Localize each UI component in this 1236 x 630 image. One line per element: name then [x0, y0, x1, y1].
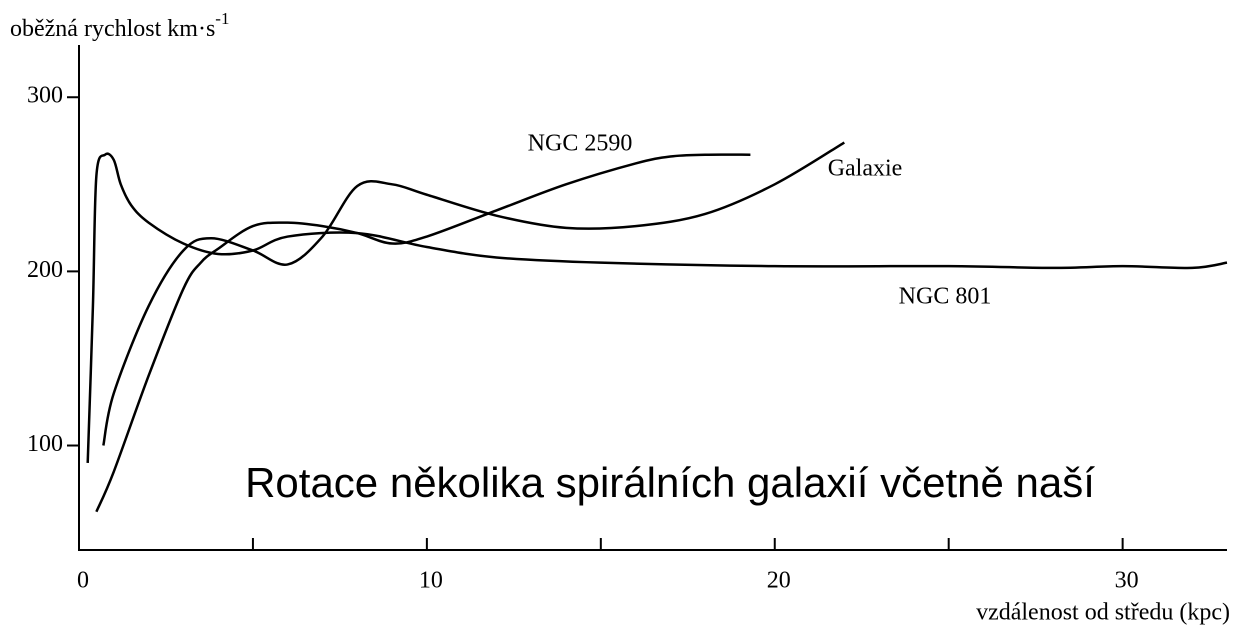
x-tick-label: 30	[1115, 568, 1139, 594]
curve	[95, 153, 751, 513]
y-tick-label: 200	[27, 257, 63, 283]
y-tick-label: 100	[27, 431, 63, 457]
curve	[102, 141, 845, 446]
x-tick-label: 20	[767, 568, 791, 594]
y-label-text: oběžná rychlost km·s	[10, 16, 215, 42]
x-tick-label: 10	[419, 568, 443, 594]
y-tick-label: 300	[27, 83, 63, 109]
y-axis-label: oběžná rychlost km·s-1	[10, 9, 229, 42]
series-label: Galaxie	[828, 156, 903, 182]
y-label-superscript: -1	[215, 9, 229, 28]
x-axis-label: vzdálenost od středu (kpc)	[976, 600, 1230, 626]
chart-title: Rotace několika spirálních galaxií včetn…	[245, 459, 1095, 506]
series-label: NGC 801	[899, 284, 992, 310]
curve	[86, 152, 1228, 463]
x-tick-label: 0	[77, 568, 89, 594]
series-label: NGC 2590	[528, 131, 633, 157]
